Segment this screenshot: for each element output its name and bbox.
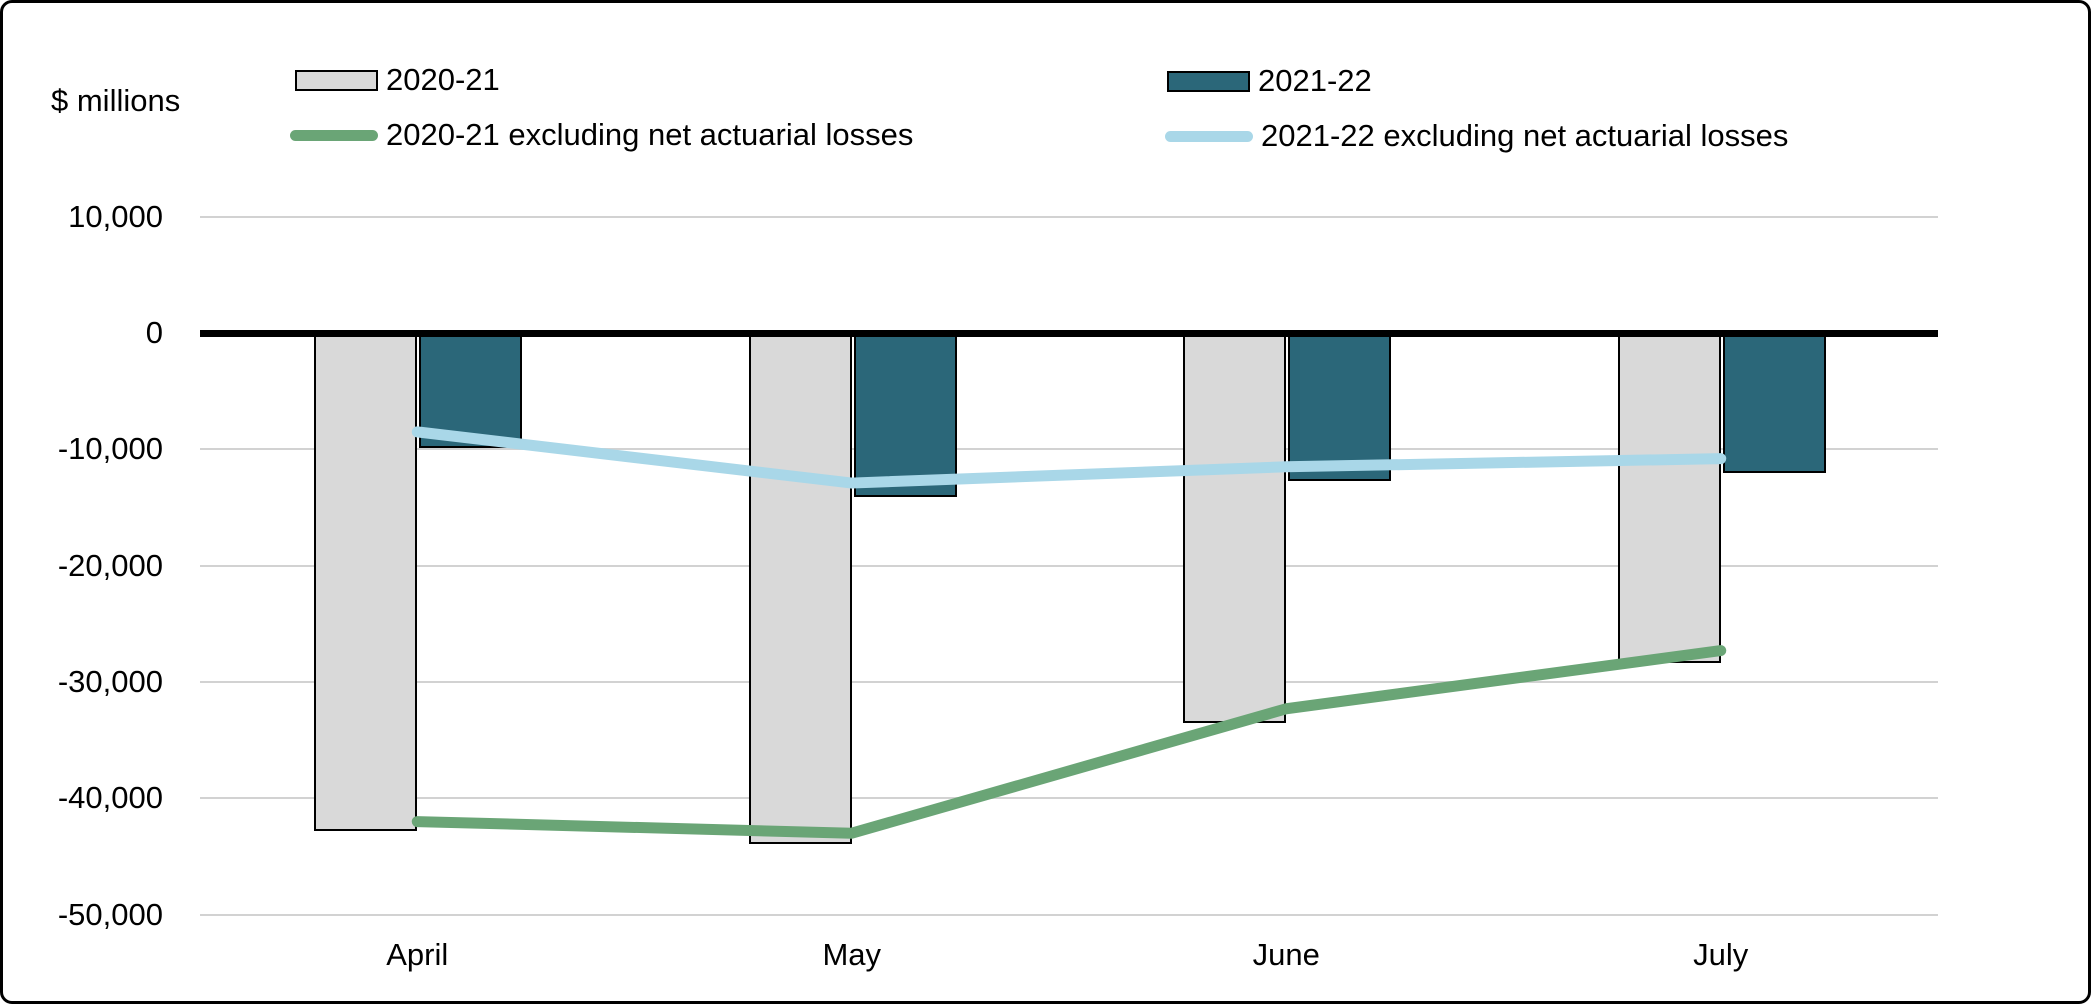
legend-item-2021-22-excl-losses: 2021-22 excluding net actuarial losses <box>1165 118 1788 154</box>
line-2020-21-excluding-net-actuarial-losses <box>411 645 1727 839</box>
bar-2020-21-june <box>1183 333 1287 723</box>
legend-label-2021-22-excl-losses: 2021-22 excluding net actuarial losses <box>1261 118 1789 153</box>
gridline <box>200 564 1938 567</box>
y-axis-tick-label: -30,000 <box>57 663 163 699</box>
legend-item-2020-21-excl-losses: 2020-21 excluding net actuarial losses <box>290 117 913 153</box>
bar-2021-22-june <box>1288 333 1392 481</box>
legend-swatch-2020-21-excl-losses <box>290 129 378 141</box>
gridline <box>200 215 1938 218</box>
legend-label-2020-21-excl-losses: 2020-21 excluding net actuarial losses <box>386 117 914 152</box>
zero-axis-line <box>200 329 1938 337</box>
legend-swatch-2021-22-excl-losses <box>1165 130 1253 142</box>
x-axis-label-june: June <box>1252 937 1320 972</box>
line-2021-22-excluding-net-actuarial-losses <box>411 426 1727 489</box>
bar-2020-21-april <box>314 333 418 831</box>
bar-2021-22-april <box>419 333 523 449</box>
gridline <box>200 797 1938 800</box>
legend-label-2020-21: 2020-21 <box>386 62 500 97</box>
bar-2021-22-may <box>853 333 957 498</box>
x-axis-label-april: April <box>386 937 449 972</box>
legend-label-2021-22: 2021-22 <box>1258 63 1372 98</box>
gridline <box>200 680 1938 683</box>
legend-swatch-2020-21 <box>295 69 378 91</box>
x-axis-label-july: July <box>1693 937 1749 972</box>
bar-2021-22-july <box>1722 333 1826 473</box>
y-axis-tick-label: -10,000 <box>57 431 163 467</box>
x-axis-label-may: May <box>822 937 882 972</box>
gridline <box>200 913 1938 916</box>
y-axis-tick-label: 10,000 <box>68 198 163 234</box>
legend-swatch-2021-22 <box>1167 70 1250 92</box>
y-axis-unit-label: $ millions <box>51 83 181 118</box>
legend-item-2021-22: 2021-22 <box>1167 63 1372 99</box>
legend-item-2020-21: 2020-21 <box>295 62 500 98</box>
y-axis-tick-label: -20,000 <box>57 547 163 583</box>
y-axis-tick-label: 0 <box>145 315 163 350</box>
bar-2020-21-july <box>1617 333 1721 664</box>
y-axis-tick-label: -50,000 <box>57 896 163 932</box>
bar-2020-21-may <box>748 333 852 844</box>
y-axis-tick-label: -40,000 <box>57 780 163 816</box>
